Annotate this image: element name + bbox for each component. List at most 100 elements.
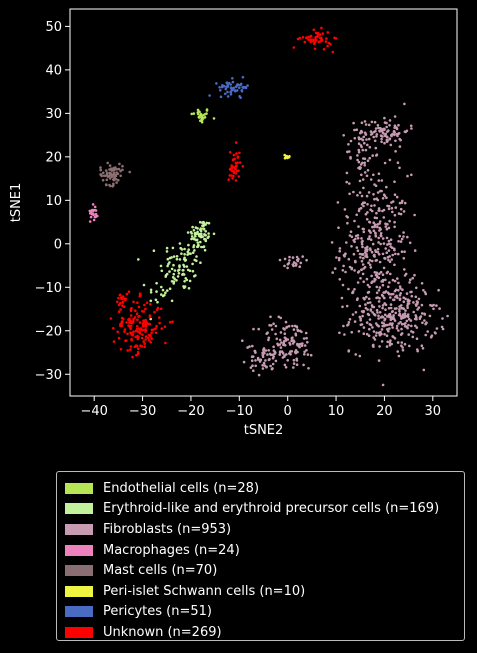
scatter-point — [140, 336, 144, 340]
scatter-point — [423, 291, 427, 294]
scatter-point — [117, 336, 121, 340]
scatter-point — [235, 85, 238, 89]
scatter-point — [397, 281, 400, 285]
scatter-point — [404, 297, 407, 301]
scatter-point — [395, 294, 398, 298]
scatter-point — [160, 293, 163, 296]
scatter-point — [371, 326, 374, 329]
scatter-point — [286, 359, 290, 362]
scatter-point — [398, 285, 402, 288]
scatter-point — [264, 349, 268, 352]
scatter-point — [393, 126, 397, 129]
scatter-point — [307, 38, 310, 41]
scatter-point — [391, 210, 394, 214]
scatter-point — [347, 257, 351, 261]
scatter-point — [306, 353, 310, 356]
scatter-point — [292, 264, 295, 268]
scatter-point — [292, 261, 296, 264]
scatter-point — [283, 363, 287, 367]
scatter-point — [126, 349, 129, 352]
scatter-point — [150, 331, 153, 335]
scatter-point — [149, 291, 153, 294]
scatter-point — [362, 135, 366, 139]
scatter-point — [360, 130, 364, 134]
scatter-point — [424, 333, 428, 337]
scatter-point — [423, 319, 426, 322]
scatter-point — [130, 306, 133, 310]
x-tick-label: 0 — [284, 404, 292, 419]
x-tick-label: −20 — [177, 404, 204, 419]
scatter-point — [409, 319, 413, 322]
scatter-point — [261, 355, 265, 359]
scatter-point — [298, 36, 302, 40]
scatter-point — [161, 294, 165, 298]
scatter-point — [384, 247, 388, 250]
scatter-point — [279, 331, 283, 334]
scatter-point — [346, 221, 349, 225]
scatter-point — [341, 305, 344, 309]
scatter-point — [363, 164, 367, 167]
scatter-point — [130, 320, 133, 323]
scatter-point — [397, 212, 401, 215]
scatter-point — [199, 240, 202, 244]
scatter-point — [375, 285, 379, 289]
scatter-point — [406, 306, 409, 310]
scatter-point — [300, 344, 304, 348]
scatter-point — [197, 234, 201, 238]
scatter-point — [394, 288, 398, 292]
scatter-point — [377, 300, 381, 303]
scatter-point — [88, 220, 92, 223]
scatter-point — [357, 150, 361, 154]
scatter-point — [112, 340, 116, 343]
scatter-point — [160, 285, 163, 289]
scatter-point — [191, 262, 194, 266]
scatter-point — [130, 333, 133, 336]
scatter-point — [190, 112, 193, 116]
scatter-point — [368, 145, 372, 149]
scatter-point — [353, 288, 356, 291]
scatter-point — [368, 323, 372, 326]
scatter-point — [194, 226, 198, 229]
scatter-point — [377, 241, 380, 244]
scatter-point — [269, 315, 272, 319]
scatter-point — [381, 383, 385, 387]
scatter-point — [274, 324, 278, 328]
legend-label: Peri-islet Schwann cells (n=10) — [103, 583, 306, 599]
scatter-point — [377, 179, 381, 182]
scatter-point — [404, 322, 407, 325]
scatter-point — [108, 164, 112, 167]
scatter-point — [156, 300, 159, 304]
scatter-point — [126, 332, 129, 336]
scatter-point — [394, 252, 397, 256]
x-tick-label: −40 — [80, 404, 107, 419]
scatter-point — [144, 338, 147, 341]
ticks-layer: −40 −30 −20 −10 0 10 20 30 −30 −20 −10 0 10 20 30 40 50 — [35, 20, 442, 419]
scatter-point — [187, 248, 190, 251]
scatter-point — [203, 248, 207, 252]
scatter-point — [166, 257, 170, 261]
scatter-point — [369, 266, 373, 269]
scatter-point — [419, 315, 423, 318]
scatter-point — [227, 81, 231, 85]
scatter-point — [410, 294, 414, 298]
scatter-point — [400, 344, 403, 348]
scatter-point — [292, 358, 296, 362]
scatter-point — [384, 278, 387, 282]
plot-frame — [69, 8, 458, 397]
scatter-point — [178, 258, 182, 261]
scatter-point — [201, 235, 204, 238]
scatter-point — [393, 124, 397, 127]
scatter-point — [202, 220, 205, 224]
scatter-point — [168, 320, 172, 324]
scatter-point — [410, 324, 413, 328]
scatter-point — [369, 130, 373, 133]
scatter-point — [381, 237, 385, 240]
scatter-point — [406, 299, 410, 303]
scatter-point — [311, 40, 315, 43]
scatter-point — [266, 353, 269, 356]
scatter-point — [313, 42, 316, 45]
scatter-point — [416, 308, 419, 311]
scatter-point — [361, 178, 365, 181]
scatter-point — [368, 259, 372, 262]
scatter-point — [208, 94, 211, 97]
